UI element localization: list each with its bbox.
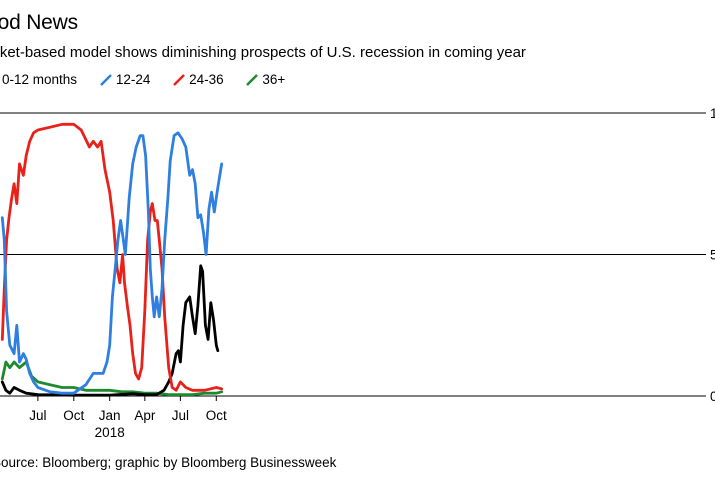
legend-item-12-24: 12-24	[99, 72, 151, 87]
series-line-36-plus	[0, 360, 224, 396]
y-tick-label: 0	[710, 389, 715, 404]
legend-swatch-36-plus	[246, 74, 259, 86]
x-tick-label: Jan	[99, 408, 121, 423]
legend: 0-12 months 12-24 24-36 36+	[0, 72, 304, 87]
legend-swatch-12-24	[99, 74, 112, 86]
y-tick-label: 50	[710, 248, 715, 263]
chart-subtitle: Market-based model shows diminishing pro…	[0, 44, 526, 61]
legend-label-36-plus: 36+	[262, 72, 286, 87]
x-tick-label: Oct	[63, 408, 84, 423]
x-year-label: 2018	[95, 425, 125, 440]
legend-item-0-12: 0-12 months	[0, 72, 77, 87]
legend-label-24-36: 24-36	[189, 72, 224, 87]
chart-title: Good News	[0, 11, 78, 34]
x-tick-label: Oct	[206, 408, 227, 423]
legend-label-12-24: 12-24	[115, 72, 151, 87]
x-tick-label: Apr	[134, 408, 156, 423]
series-line-12-24	[0, 131, 224, 395]
legend-item-36-plus: 36+	[246, 72, 285, 87]
series-line-24-36	[0, 122, 224, 392]
x-tick-label: Jul	[29, 408, 46, 423]
y-tick-label: 100%	[710, 106, 715, 121]
legend-swatch-24-36	[173, 74, 185, 86]
x-tick-label: Jul	[172, 408, 189, 423]
series-line-0-12	[0, 264, 220, 397]
source-note: Source: Bloomberg; graphic by Bloomberg …	[0, 455, 337, 470]
legend-item-24-36: 24-36	[173, 72, 224, 87]
legend-label-0-12: 0-12 months	[2, 72, 78, 87]
